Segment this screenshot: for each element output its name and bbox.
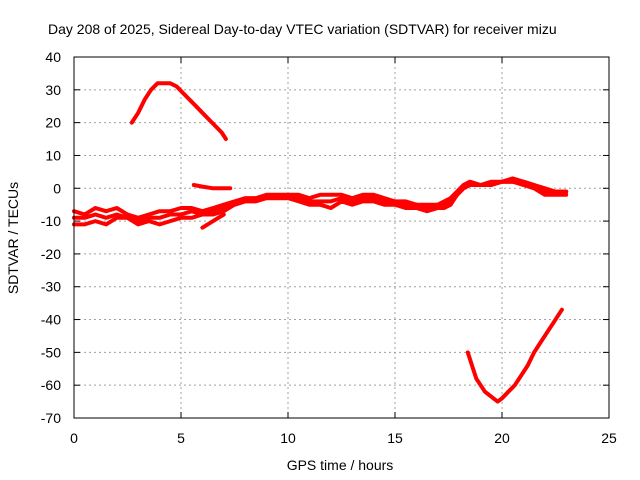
plot-frame bbox=[73, 56, 610, 419]
x-tick-label: 10 bbox=[280, 430, 296, 446]
x-tick-label: 20 bbox=[494, 430, 510, 446]
ticks: 0 5 10 15 20 25 -70 -60 -50 -40 -30 -20 -10 0 10 20 30 40 bbox=[41, 49, 617, 446]
series-line-arc-low bbox=[465, 307, 564, 404]
y-tick-label: -20 bbox=[41, 246, 61, 262]
y-axis-label: SDTVAR / TECUs bbox=[5, 182, 21, 294]
series-line-dip-segment bbox=[200, 212, 226, 230]
grid bbox=[74, 57, 609, 418]
y-tick-label: 0 bbox=[53, 180, 61, 196]
y-tick-label: -60 bbox=[41, 377, 61, 393]
y-tick-label: -70 bbox=[41, 410, 61, 426]
y-tick-label: -40 bbox=[41, 312, 61, 328]
series-layer bbox=[72, 81, 569, 404]
series-line-band-lower bbox=[72, 179, 569, 227]
chart-title: Day 208 of 2025, Sidereal Day-to-day VTE… bbox=[48, 21, 557, 37]
series-line-arc-high bbox=[129, 81, 228, 141]
x-tick-label: 5 bbox=[177, 430, 185, 446]
y-tick-label: 30 bbox=[45, 82, 61, 98]
y-tick-label: 40 bbox=[45, 49, 61, 65]
x-tick-label: 25 bbox=[601, 430, 617, 446]
y-tick-label: 20 bbox=[45, 115, 61, 131]
x-axis-label: GPS time / hours bbox=[287, 457, 394, 473]
x-tick-label: 0 bbox=[70, 430, 78, 446]
y-tick-label: -50 bbox=[41, 344, 61, 360]
series-line-short-segment bbox=[191, 183, 233, 191]
y-tick-label: -30 bbox=[41, 279, 61, 295]
y-tick-label: 10 bbox=[45, 147, 61, 163]
y-tick-label: -10 bbox=[41, 213, 61, 229]
x-tick-label: 15 bbox=[387, 430, 403, 446]
